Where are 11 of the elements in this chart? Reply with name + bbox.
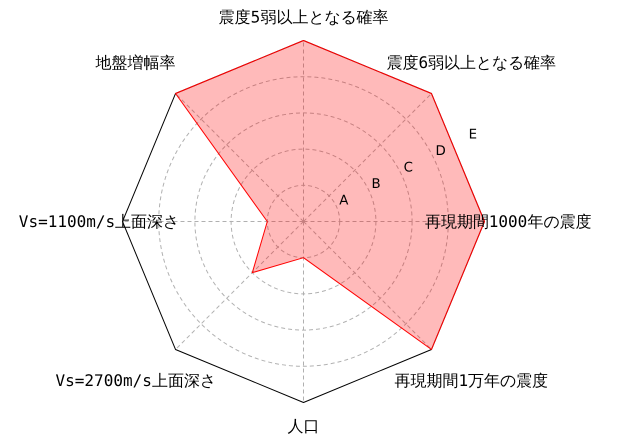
y-tick-label: D <box>435 144 446 160</box>
y-tick-label: E <box>468 128 478 143</box>
spoke-label: 地盤増幅率 <box>94 52 176 72</box>
spoke-label: 人口 <box>288 416 320 436</box>
y-tick-label: A <box>339 193 348 208</box>
spoke-label: 再現期間1万年の震度 <box>394 371 548 390</box>
spoke-label: Vs=2700m/s上面深さ <box>56 371 216 390</box>
y-tick-label: C <box>404 160 413 176</box>
spoke-label: 震度5弱以上となる確率 <box>218 7 388 26</box>
y-tick-label: B <box>372 177 381 192</box>
spoke-label: 震度6弱以上となる確率 <box>386 52 556 72</box>
